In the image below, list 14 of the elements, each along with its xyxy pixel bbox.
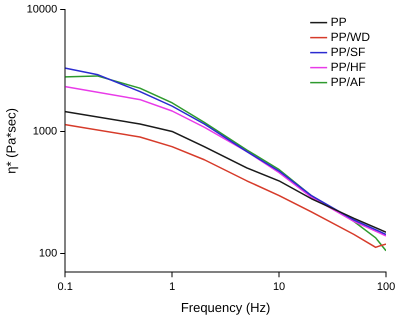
x-tick-label: 100 <box>376 280 396 293</box>
x-axis-title: Frequency (Hz) <box>180 300 270 315</box>
legend-label: PP/AF <box>330 74 366 89</box>
legend-label: PP/SF <box>330 44 366 59</box>
x-tick-label: 10 <box>272 280 286 293</box>
y-tick-label: 100 <box>38 247 58 260</box>
legend-label: PP/WD <box>330 30 370 44</box>
legend-label: PP <box>330 14 347 29</box>
y-tick-label: 1000 <box>32 125 58 138</box>
x-tick-label: 1 <box>169 280 176 293</box>
y-tick-label: 10000 <box>26 4 58 16</box>
y-axis-title: η* (Pa*sec) <box>3 108 18 174</box>
legend-label: PP/HF <box>330 60 366 74</box>
x-tick-label: 0.1 <box>58 280 73 293</box>
